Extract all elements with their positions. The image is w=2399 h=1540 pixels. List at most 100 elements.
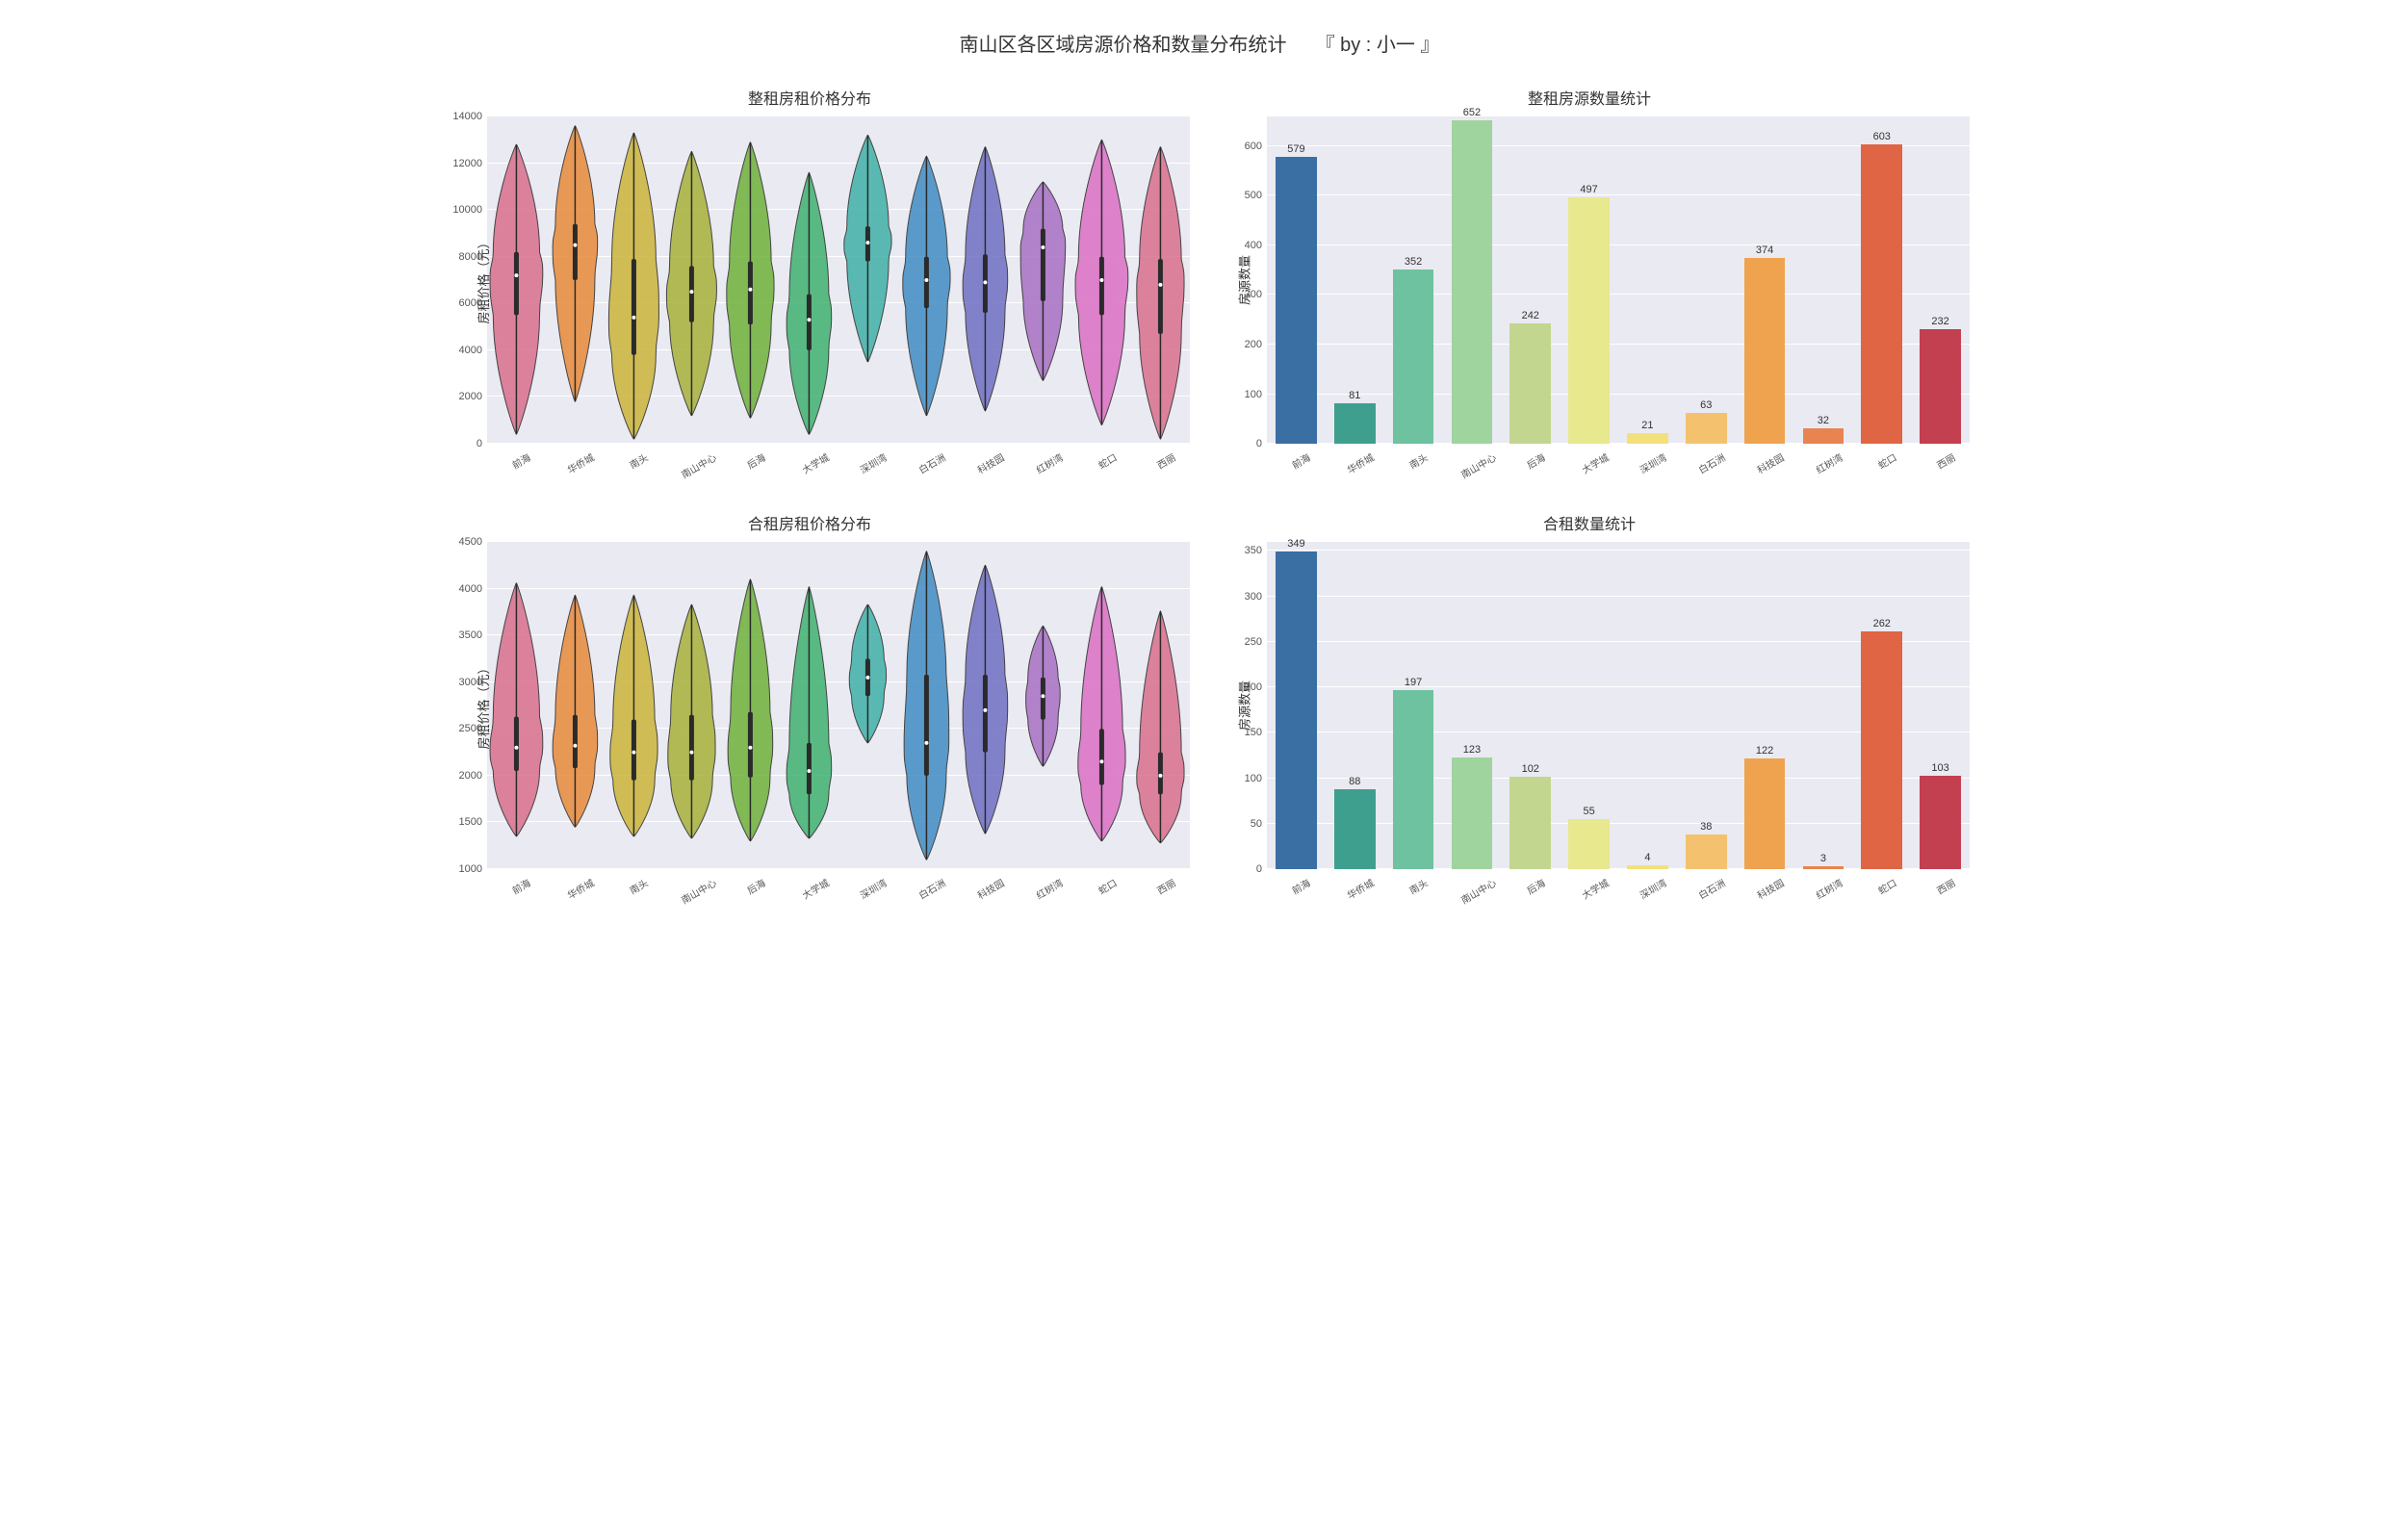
- bar: [1276, 552, 1317, 869]
- x-tick-label: 前海: [1289, 449, 1313, 472]
- y-tick-label: 14000: [444, 111, 482, 122]
- y-tick-label: 2500: [444, 723, 482, 734]
- bar: [1861, 631, 1902, 869]
- bar-value-label: 603: [1873, 131, 1891, 142]
- bar-value-label: 374: [1756, 244, 1773, 256]
- x-tick-label: 前海: [1289, 875, 1313, 897]
- x-tick-label: 红树湾: [1033, 449, 1065, 476]
- bar: [1686, 834, 1727, 869]
- violin: [546, 542, 605, 869]
- y-tick-label: 150: [1224, 727, 1262, 738]
- x-tick-label: 华侨城: [564, 875, 596, 902]
- x-tick-label: 红树湾: [1813, 449, 1844, 476]
- x-tick-label: 科技园: [1754, 449, 1786, 476]
- violin: [1014, 116, 1072, 444]
- x-tick-label: 深圳湾: [1637, 875, 1668, 902]
- bar: [1334, 789, 1376, 869]
- x-tick-label: 大学城: [799, 449, 831, 476]
- panel-title: 整租房租价格分布: [429, 86, 1190, 109]
- x-tick-label: 华侨城: [1344, 875, 1376, 902]
- y-tick-label: 300: [1224, 591, 1262, 603]
- bar-value-label: 103: [1931, 762, 1948, 774]
- bar-value-label: 352: [1405, 256, 1422, 268]
- violin: [721, 116, 780, 444]
- bar: [1744, 258, 1786, 444]
- x-tick-label: 蛇口: [1874, 875, 1898, 897]
- y-tick-label: 300: [1224, 289, 1262, 300]
- bar: [1334, 403, 1376, 444]
- bar: [1509, 777, 1551, 869]
- x-tick-label: 后海: [1523, 449, 1547, 472]
- x-tick-label: 深圳湾: [857, 875, 889, 902]
- y-tick-label: 100: [1224, 773, 1262, 784]
- y-tick-label: 50: [1224, 818, 1262, 830]
- x-tick-label: 西丽: [1153, 449, 1177, 472]
- x-tick-label: 前海: [509, 449, 533, 472]
- bar: [1568, 819, 1610, 869]
- x-tick-label: 西丽: [1153, 875, 1177, 897]
- bar: [1452, 757, 1493, 869]
- y-tick-label: 4500: [444, 536, 482, 548]
- bar-value-label: 197: [1405, 677, 1422, 688]
- bar: [1861, 144, 1902, 444]
- x-tick-label: 南山中心: [1457, 875, 1498, 907]
- bar: [1276, 157, 1317, 444]
- x-tick-label: 南头: [627, 875, 651, 897]
- bar: [1627, 433, 1668, 444]
- y-tick-label: 0: [444, 438, 482, 449]
- x-tick-label: 后海: [743, 449, 767, 472]
- x-tick-label: 红树湾: [1813, 875, 1844, 902]
- y-tick-label: 350: [1224, 545, 1262, 556]
- x-tick-label: 蛇口: [1095, 875, 1119, 897]
- y-tick-label: 100: [1224, 389, 1262, 400]
- main-title: 南山区各区域房源价格和数量分布统计 『 by : 小一 』: [19, 29, 2380, 57]
- y-tick-label: 200: [1224, 339, 1262, 350]
- violin: [780, 116, 838, 444]
- y-tick-label: 8000: [444, 251, 482, 263]
- violin: [721, 542, 780, 869]
- bar: [1686, 413, 1727, 444]
- bar-value-label: 38: [1700, 821, 1712, 833]
- panel-bar-top: 整租房源数量统计 房源数量 0100200300400500600前海华侨城南头…: [1209, 86, 1970, 492]
- bar: [1920, 329, 1961, 445]
- y-tick-label: 250: [1224, 636, 1262, 648]
- bar-value-label: 88: [1349, 776, 1360, 787]
- y-tick-label: 1500: [444, 816, 482, 828]
- x-tick-label: 白石洲: [916, 449, 947, 476]
- y-tick-label: 0: [1224, 863, 1262, 875]
- plot-area-bar-top: 房源数量 0100200300400500600前海华侨城南头南山中心后海大学城…: [1267, 116, 1970, 444]
- bar-value-label: 3: [1820, 853, 1826, 864]
- bar: [1744, 758, 1786, 869]
- violin: [662, 116, 721, 444]
- y-tick-label: 2000: [444, 391, 482, 402]
- y-tick-label: 200: [1224, 681, 1262, 693]
- bar: [1920, 776, 1961, 869]
- x-tick-label: 白石洲: [916, 875, 947, 902]
- bar-value-label: 21: [1641, 420, 1653, 431]
- x-tick-label: 华侨城: [1344, 449, 1376, 476]
- x-tick-label: 白石洲: [1695, 875, 1727, 902]
- x-tick-label: 南头: [627, 449, 651, 472]
- x-tick-label: 红树湾: [1033, 875, 1065, 902]
- x-tick-label: 蛇口: [1095, 449, 1119, 472]
- y-tick-label: 6000: [444, 297, 482, 309]
- bar-value-label: 579: [1287, 143, 1304, 155]
- x-tick-label: 大学城: [1579, 449, 1611, 476]
- bar: [1803, 428, 1844, 444]
- bar: [1393, 690, 1434, 869]
- bar-value-label: 497: [1580, 184, 1597, 195]
- x-tick-label: 南山中心: [678, 449, 718, 481]
- x-tick-label: 深圳湾: [1637, 449, 1668, 476]
- bar-value-label: 242: [1522, 310, 1539, 321]
- y-tick-label: 4000: [444, 583, 482, 595]
- violin: [897, 116, 956, 444]
- violin: [780, 542, 838, 869]
- plot-area-violin-top: 房租价格（元） 02000400060008000100001200014000…: [487, 116, 1190, 444]
- x-tick-label: 南山中心: [1457, 449, 1498, 481]
- violin: [1131, 116, 1190, 444]
- bar: [1568, 197, 1610, 444]
- bar-value-label: 55: [1583, 806, 1594, 817]
- panel-title: 合租数量统计: [1209, 511, 1970, 534]
- violin: [487, 542, 546, 869]
- bar-value-label: 232: [1931, 316, 1948, 327]
